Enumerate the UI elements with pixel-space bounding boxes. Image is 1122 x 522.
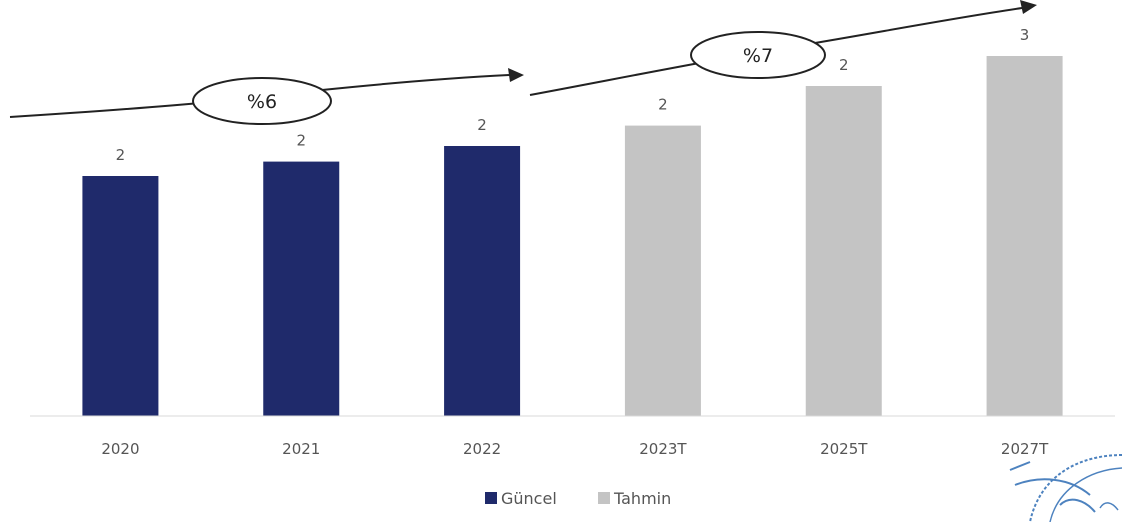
value-labels-group: 2 2 2 2 2 3 (116, 26, 1030, 164)
data-label-2023t: 2 (658, 96, 668, 114)
x-tick-label-2020: 2020 (101, 440, 139, 458)
data-label-2025t: 2 (839, 56, 849, 74)
x-tick-label-2021: 2021 (282, 440, 320, 458)
data-label-2021: 2 (296, 132, 306, 150)
arrowhead-icon (1020, 0, 1037, 14)
data-label-2022: 2 (477, 116, 487, 134)
stamp-graphic (1009, 454, 1122, 522)
bar-2027t (986, 56, 1063, 416)
x-tick-label-2027t: 2027T (1001, 440, 1049, 458)
growth-label-forecast: %7 (743, 45, 773, 67)
legend: Güncel Tahmin (485, 489, 671, 508)
x-tick-labels-group: 2020 2021 2022 2023T 2025T 2027T (101, 440, 1049, 458)
x-tick-label-2022: 2022 (463, 440, 501, 458)
bars-group (82, 56, 1063, 416)
growth-oval-actual (192, 77, 332, 125)
bar-2022 (444, 146, 521, 416)
growth-oval-forecast (690, 31, 826, 79)
bar-2025t (805, 86, 882, 416)
x-tick-label-2025t: 2025T (820, 440, 868, 458)
bar-2021 (263, 161, 340, 416)
bar-2020 (82, 176, 159, 416)
legend-swatch-actual (485, 492, 497, 504)
data-label-2027t: 3 (1020, 26, 1030, 44)
arrowhead-icon (508, 68, 524, 82)
legend-label-actual: Güncel (501, 489, 557, 508)
bar-2023t (624, 125, 701, 416)
legend-label-forecast: Tahmin (613, 489, 671, 508)
x-tick-label-2023t: 2023T (639, 440, 687, 458)
legend-swatch-forecast (598, 492, 610, 504)
growth-annotation-actual: %6 (9, 68, 524, 125)
growth-annotation-forecast: %7 (529, 0, 1037, 96)
growth-label-actual: %6 (247, 91, 277, 113)
data-label-2020: 2 (116, 146, 126, 164)
